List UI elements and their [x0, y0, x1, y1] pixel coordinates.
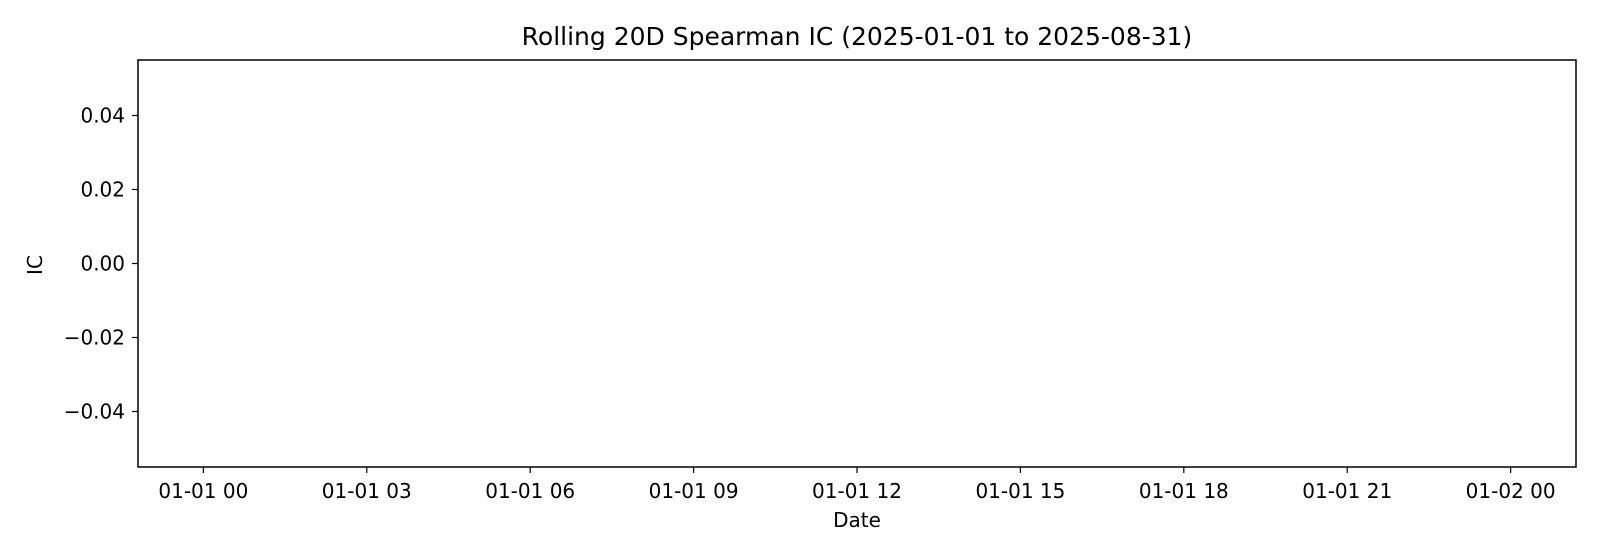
x-tick-label: 01-01 00: [158, 479, 248, 503]
x-tick-label: 01-01 12: [812, 479, 902, 503]
y-tick-label: 0.00: [80, 252, 125, 276]
x-tick-label: 01-01 09: [649, 479, 739, 503]
x-tick-label: 01-01 21: [1302, 479, 1392, 503]
y-axis-label: IC: [23, 255, 47, 275]
y-axis-ticks: 0.04 0.02 0.00 −0.02 −0.04: [64, 104, 138, 424]
x-axis-ticks: 01-01 00 01-01 03 01-01 06 01-01 09 01-01 12…: [158, 467, 1556, 503]
y-tick-label: 0.04: [80, 104, 125, 128]
x-tick-label: 01-01 18: [1139, 479, 1229, 503]
y-tick-label: −0.04: [64, 400, 125, 424]
x-tick-label: 01-01 15: [975, 479, 1065, 503]
chart-title: Rolling 20D Spearman IC (2025-01-01 to 2…: [522, 22, 1193, 51]
y-tick-label: −0.02: [64, 326, 125, 350]
x-tick-label: 01-01 03: [322, 479, 412, 503]
x-tick-label: 01-02 00: [1466, 479, 1556, 503]
y-tick-label: 0.02: [80, 178, 125, 202]
x-axis-label: Date: [833, 508, 881, 532]
x-tick-label: 01-01 06: [485, 479, 575, 503]
